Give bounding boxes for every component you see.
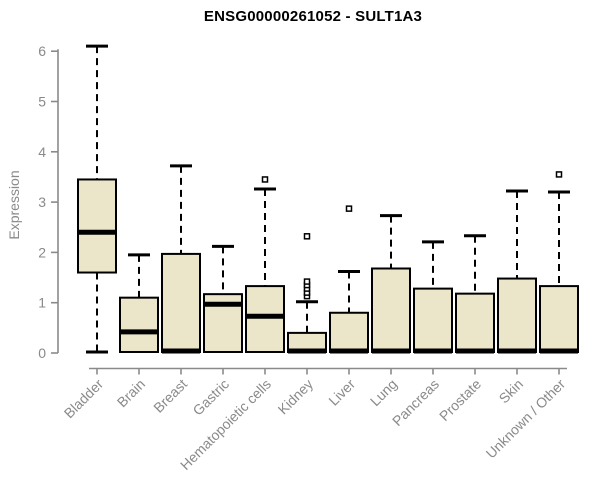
y-tick-label: 5 (38, 94, 46, 110)
y-tick-label: 2 (38, 244, 46, 260)
x-tick-label: Skin (496, 376, 527, 407)
y-tick-label: 3 (38, 194, 46, 210)
box-hematopoietic-cells (245, 285, 285, 353)
box-prostate (455, 292, 495, 353)
y-tick-label: 1 (38, 295, 46, 311)
y-tick-label: 0 (38, 345, 46, 361)
y-tick-label: 4 (38, 144, 46, 160)
x-tick-label: Breast (150, 376, 190, 416)
box-pancreas (413, 287, 453, 353)
x-tick-label: Prostate (436, 376, 484, 424)
outlier-point (345, 205, 353, 212)
chart-title: ENSG00000261052 - SULT1A3 (203, 8, 423, 25)
box-bladder (77, 178, 117, 274)
y-axis-label: Expression (6, 170, 22, 240)
outlier-point (303, 278, 311, 285)
box-unknown-other (539, 285, 579, 353)
x-tick-label: Pancreas (389, 376, 442, 429)
outlier-point (555, 171, 563, 178)
outlier-point (303, 233, 311, 240)
outlier-point (261, 176, 269, 183)
box-skin (497, 277, 537, 353)
y-tick-label: 6 (38, 43, 46, 59)
box-breast (161, 252, 201, 353)
x-tick-label: Bladder (61, 376, 107, 422)
x-tick-label: Lung (367, 376, 400, 409)
x-tick-label: Brain (114, 376, 148, 410)
box-lung (371, 267, 411, 353)
x-tick-label: Kidney (275, 376, 317, 418)
box-liver (329, 311, 369, 353)
box-brain (119, 296, 159, 353)
x-tick-label: Unknown / Other (483, 376, 569, 462)
x-tick-label: Liver (325, 376, 358, 409)
